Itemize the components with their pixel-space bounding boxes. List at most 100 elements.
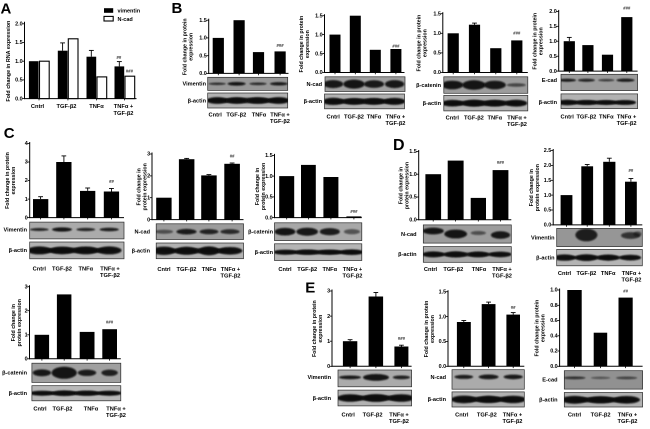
svg-text:TNFα: TNFα — [367, 115, 382, 121]
svg-text:C: C — [4, 125, 15, 142]
svg-text:TNFα +: TNFα + — [343, 267, 363, 273]
svg-text:TNFα: TNFα — [599, 115, 614, 121]
svg-text:2.0: 2.0 — [549, 9, 557, 15]
svg-text:Fold change in protein: Fold change in protein — [532, 13, 538, 70]
svg-text:TGF-β2: TGF-β2 — [443, 267, 463, 273]
svg-text:TNFα: TNFα — [488, 116, 503, 122]
svg-text:β-actin: β-actin — [255, 250, 274, 256]
svg-text:TNFα +: TNFα + — [270, 113, 290, 119]
svg-text:0.0: 0.0 — [409, 217, 417, 223]
svg-text:TGF-β2: TGF-β2 — [297, 267, 317, 273]
svg-text:Cntrl: Cntrl — [278, 267, 292, 273]
svg-text:TNFα: TNFα — [89, 104, 104, 110]
svg-text:##: ## — [117, 55, 122, 60]
svg-text:##: ## — [230, 154, 235, 159]
svg-text:TNFα: TNFα — [202, 267, 217, 273]
svg-text:1.0: 1.0 — [433, 31, 441, 37]
svg-text:TGF-β2: TGF-β2 — [344, 115, 364, 121]
svg-text:D: D — [393, 137, 405, 154]
svg-text:Fold change in protein: Fold change in protein — [424, 301, 430, 358]
svg-text:expression: expression — [539, 27, 545, 55]
svg-text:TGF-β2: TGF-β2 — [389, 419, 409, 425]
svg-text:B: B — [172, 0, 183, 17]
svg-text:β-actin: β-actin — [9, 391, 28, 397]
svg-text:β-actin: β-actin — [398, 252, 417, 258]
svg-text:Cntrl: Cntrl — [446, 116, 460, 122]
svg-text:TNFα +: TNFα + — [618, 412, 638, 418]
svg-text:β-catenin: β-catenin — [248, 230, 273, 236]
svg-text:TGF-β2: TGF-β2 — [343, 274, 363, 280]
svg-text:TGF-β2: TGF-β2 — [492, 274, 512, 280]
svg-text:Vimentin: Vimentin — [531, 235, 555, 241]
svg-text:0.5: 0.5 — [549, 54, 557, 60]
svg-text:###: ### — [497, 160, 505, 165]
svg-text:Cntrl: Cntrl — [209, 113, 223, 119]
svg-text:TGF-β2: TGF-β2 — [52, 266, 72, 272]
svg-text:0.5: 0.5 — [199, 53, 207, 59]
svg-text:0.0: 0.0 — [199, 71, 207, 77]
svg-text:0.5: 0.5 — [439, 339, 447, 345]
svg-text:TNFα +: TNFα + — [114, 104, 134, 110]
svg-text:TNFα +: TNFα + — [617, 115, 637, 121]
svg-text:Fold change in protein: Fold change in protein — [312, 300, 318, 357]
svg-text:1.5: 1.5 — [549, 24, 557, 30]
svg-text:TGF-β2: TGF-β2 — [576, 115, 596, 121]
svg-text:1: 1 — [25, 333, 28, 339]
svg-text:TGF-β2: TGF-β2 — [576, 271, 596, 277]
svg-text:TNFα +: TNFα + — [492, 267, 512, 273]
svg-text:2: 2 — [327, 314, 330, 320]
svg-text:β-catenin: β-catenin — [2, 371, 27, 377]
svg-text:Cntrl: Cntrl — [455, 412, 469, 418]
svg-text:TGF-β2: TGF-β2 — [617, 121, 637, 127]
svg-text:expression: expression — [189, 33, 195, 61]
svg-text:###: ### — [126, 69, 134, 74]
svg-text:1.5: 1.5 — [544, 178, 552, 184]
svg-text:E-cad: E-cad — [542, 378, 558, 384]
svg-text:TGF-β2: TGF-β2 — [177, 267, 197, 273]
svg-text:Cntrl: Cntrl — [157, 267, 171, 273]
svg-text:TGF-β2: TGF-β2 — [221, 273, 241, 279]
svg-text:protein expression: protein expression — [405, 162, 411, 209]
svg-text:TNFα +: TNFα + — [100, 266, 120, 272]
svg-text:0: 0 — [25, 215, 28, 221]
svg-text:1.0: 1.0 — [550, 288, 558, 294]
svg-text:β-catenin: β-catenin — [416, 83, 441, 89]
svg-text:0: 0 — [25, 357, 28, 363]
svg-text:0.0: 0.0 — [265, 215, 273, 221]
svg-text:TGF-β2: TGF-β2 — [106, 413, 126, 419]
svg-text:2: 2 — [147, 174, 150, 180]
svg-text:TGF-β2: TGF-β2 — [114, 111, 134, 117]
svg-text:##: ## — [629, 168, 634, 173]
svg-text:expression: expression — [541, 314, 547, 342]
svg-text:1.0: 1.0 — [544, 193, 552, 199]
svg-text:1.0: 1.0 — [409, 172, 417, 178]
svg-text:0.4: 0.4 — [550, 334, 558, 340]
svg-text:N-cad: N-cad — [134, 230, 150, 236]
svg-text:1.5: 1.5 — [265, 153, 273, 159]
svg-text:Fold change in protein: Fold change in protein — [182, 18, 188, 75]
svg-text:Cntrl: Cntrl — [424, 267, 438, 273]
svg-text:Vimentin: Vimentin — [182, 82, 206, 88]
svg-text:E-cad: E-cad — [542, 78, 558, 84]
svg-text:N-cad: N-cad — [306, 82, 322, 88]
svg-text:TNFα +: TNFα + — [389, 412, 409, 418]
svg-text:2.0: 2.0 — [15, 22, 23, 28]
svg-text:Fold change in protein: Fold change in protein — [299, 16, 305, 73]
svg-text:##: ## — [109, 179, 114, 184]
svg-text:Cntrl: Cntrl — [561, 115, 575, 121]
svg-text:TNFα +: TNFα + — [386, 115, 406, 121]
svg-text:0.8: 0.8 — [550, 303, 558, 309]
svg-text:β-actin: β-actin — [304, 99, 323, 105]
svg-text:β-actin: β-actin — [428, 397, 447, 403]
svg-text:protein expression: protein expression — [261, 163, 267, 210]
svg-text:3: 3 — [25, 284, 28, 290]
svg-text:expression: expression — [305, 30, 311, 58]
svg-text:0.0: 0.0 — [439, 364, 447, 370]
svg-text:0.5: 0.5 — [15, 78, 23, 84]
svg-text:TNFα +: TNFα + — [106, 407, 126, 413]
svg-text:2: 2 — [25, 178, 28, 184]
svg-text:TGF-β2: TGF-β2 — [386, 121, 406, 127]
svg-text:Cntrl: Cntrl — [568, 412, 582, 418]
svg-text:Cntrl: Cntrl — [33, 266, 47, 272]
svg-text:Cntrl: Cntrl — [558, 271, 572, 277]
